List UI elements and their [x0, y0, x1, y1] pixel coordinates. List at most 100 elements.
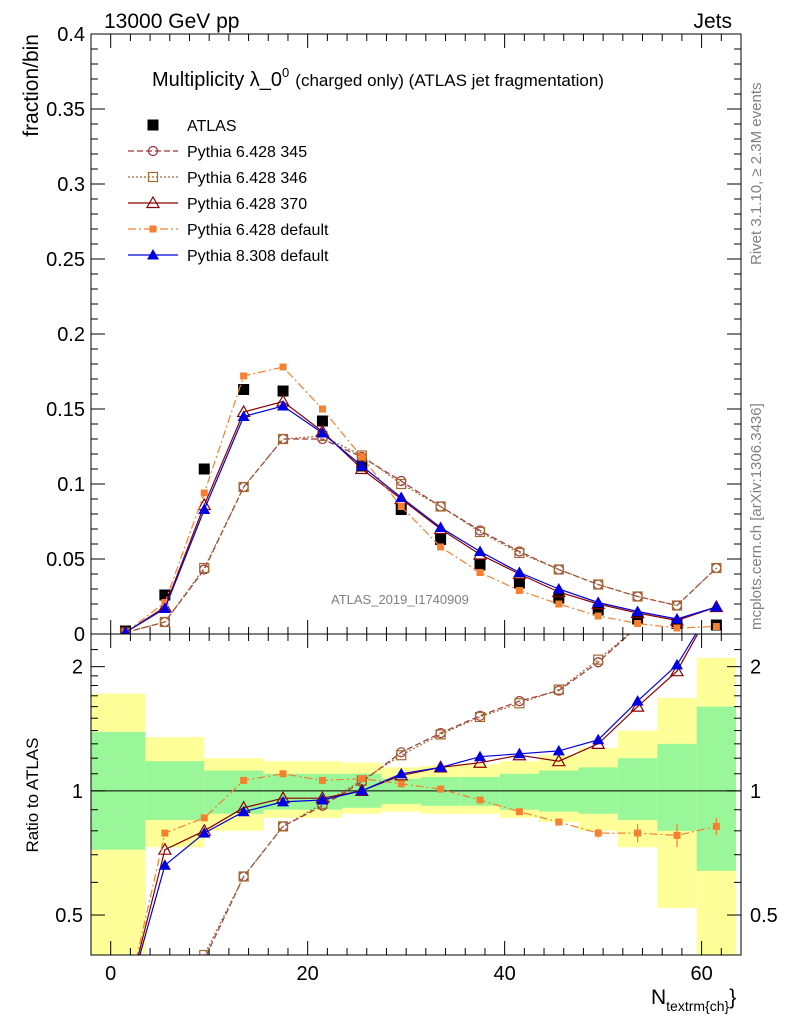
point-pythia-6-428-346: [277, 433, 289, 445]
ratio-point-pythia-6-428-default: [397, 780, 405, 788]
point-atlas: [198, 463, 210, 475]
ratio-point-pythia-8-308-default: [552, 744, 565, 756]
ratio-point-pythia-8-308-default: [395, 767, 408, 779]
main-y-tick-label: 0.05: [46, 549, 85, 571]
x-axis-label: Ntextrm{ch}}: [651, 986, 736, 1014]
point-pythia-6-428-346: [159, 616, 170, 628]
main-y-tick-label: 0.35: [46, 99, 85, 121]
ratio-point-pythia-6-428-346: [474, 711, 486, 723]
ratio-point-pythia-6-428-346: [277, 821, 289, 832]
legend-marker-atlas: [147, 119, 159, 131]
ratio-y-tick-label-left: 0.5: [55, 905, 83, 927]
point-atlas: [277, 385, 289, 397]
legend-label-atlas: ATLAS: [187, 118, 237, 135]
legend-marker-pythia-6-428-345: [147, 145, 159, 157]
main-y-tick-label: 0.4: [57, 24, 85, 46]
plot-title: Multiplicity λ_00 (charged only) (ATLAS j…: [152, 65, 604, 91]
point-pythia-8-308-default: [710, 601, 723, 612]
point-pythia-6-428-346: [396, 478, 407, 490]
point-pythia-6-428-default: [240, 372, 248, 380]
point-pythia-8-308-default: [395, 491, 408, 502]
point-pythia-6-428-default: [318, 405, 326, 413]
ratio-point-pythia-6-428-default: [240, 776, 248, 784]
point-pythia-6-428-346: [435, 501, 446, 512]
y-axis-label-main: fraction/bin: [20, 34, 43, 137]
point-pythia-6-428-default: [279, 363, 287, 371]
point-atlas: [159, 589, 171, 601]
legend-label-pythia-6-428-default: Pythia 6.428 default: [187, 222, 329, 239]
point-pythia-6-428-default: [358, 453, 366, 461]
ratio-point-pythia-6-428-default: [437, 785, 445, 793]
ratio-point-pythia-6-428-346: [160, 990, 169, 999]
series-line-pythia-6-428-default: [125, 366, 717, 633]
point-atlas: [316, 415, 328, 427]
point-pythia-8-308-default: [237, 410, 250, 421]
point-atlas: [592, 604, 604, 616]
ratio-point-pythia-6-428-345: [201, 954, 207, 955]
x-axis-label-close: }: [729, 986, 736, 1009]
header-right: Jets: [693, 10, 732, 33]
ratio-point-pythia-6-428-346: [199, 949, 210, 955]
point-pythia-8-308-default: [355, 460, 368, 471]
ratio-point-pythia-6-428-default: [318, 776, 326, 784]
legend: ATLAS Pythia 6.428 345 Pythia 6.428 346 Pyt…: [128, 118, 329, 265]
series-line-pythia-8-308-default: [125, 405, 717, 634]
legend-marker-pythia-8-308-default: [147, 249, 159, 260]
side-label-bottom: mcplots.cern.ch [arXiv:1306.3436]: [748, 403, 765, 630]
ratio-y-tick-label-right: 1: [750, 781, 761, 803]
ratio-y-tick-label-left: 1: [72, 781, 83, 803]
ratio-point-pythia-8-308-default: [592, 733, 605, 745]
legend-marker-pythia-6-428-370: [145, 195, 161, 209]
title-main: Multiplicity λ_0: [152, 69, 282, 91]
ratio-line-pythia-6-428-345: [205, 634, 631, 955]
point-atlas: [513, 577, 525, 589]
ratio-point-pythia-6-428-346: [396, 750, 407, 761]
title-sup: 0: [282, 65, 289, 80]
point-pythia-8-308-default: [513, 566, 526, 577]
ratio-line-pythia-6-428-346: [203, 634, 630, 955]
ratio-line-pythia-8-308-default: [139, 634, 697, 955]
ratio-y-tick-label-left: 2: [72, 657, 83, 679]
point-pythia-6-428-346: [514, 547, 525, 559]
point-pythia-6-428-default: [200, 489, 208, 497]
main-lines: [119, 363, 724, 634]
legend-label-pythia-8-308-default: Pythia 8.308 default: [187, 248, 329, 265]
point-atlas: [238, 384, 250, 395]
ratio-point-pythia-8-308-default: [474, 750, 487, 762]
ratio-point-pythia-6-428-default: [555, 818, 563, 826]
ratio-point-pythia-8-308-default: [355, 784, 368, 796]
ratio-point-pythia-8-308-default: [277, 795, 290, 807]
ratio-y-tick-label-right: 0.5: [750, 905, 778, 927]
y-axis-label-ratio: Ratio to ATLAS: [23, 738, 42, 853]
legend-marker-pythia-6-428-default: [149, 225, 157, 233]
stat-band-bin: [657, 743, 697, 831]
point-pythia-6-428-346: [711, 562, 722, 574]
ratio-point-pythia-6-428-default: [279, 770, 287, 778]
ratio-point-pythia-6-428-default: [634, 829, 642, 837]
main-y-tick-label: 0.2: [57, 324, 85, 346]
x-axis-label-main: N: [651, 986, 666, 1009]
series-line-pythia-6-428-370: [125, 400, 717, 634]
ratio-lines: [136, 430, 721, 999]
ratio-point-pythia-6-428-345: [712, 430, 721, 439]
side-label-top: Rivet 3.1.10, ≥ 2.3M events: [748, 83, 765, 266]
point-pythia-6-428-default: [515, 587, 523, 594]
point-pythia-8-308-default: [670, 613, 683, 624]
ratio-point-pythia-6-428-370: [472, 755, 488, 768]
point-pythia-8-308-default: [277, 400, 290, 411]
point-pythia-8-308-default: [631, 605, 644, 616]
main-y-tick-label: 0.15: [46, 399, 85, 421]
stat-band-bin: [617, 758, 658, 820]
ratio-point-pythia-6-428-346: [238, 871, 249, 882]
ratio-line-pythia-6-428-370: [137, 634, 699, 955]
ratio-point-pythia-6-428-default: [476, 796, 484, 804]
stat-band-bin: [204, 770, 264, 814]
ratio-point-pythia-6-428-default: [358, 775, 366, 783]
x-tick-label: 0: [105, 963, 116, 985]
point-pythia-6-428-346: [553, 564, 564, 575]
ratio-point-pythia-6-428-370: [669, 663, 685, 677]
point-pythia-8-308-default: [592, 596, 605, 607]
ratio-point-pythia-8-308-default: [237, 805, 250, 817]
title-rest: (charged only) (ATLAS jet fragmentation): [295, 71, 604, 90]
